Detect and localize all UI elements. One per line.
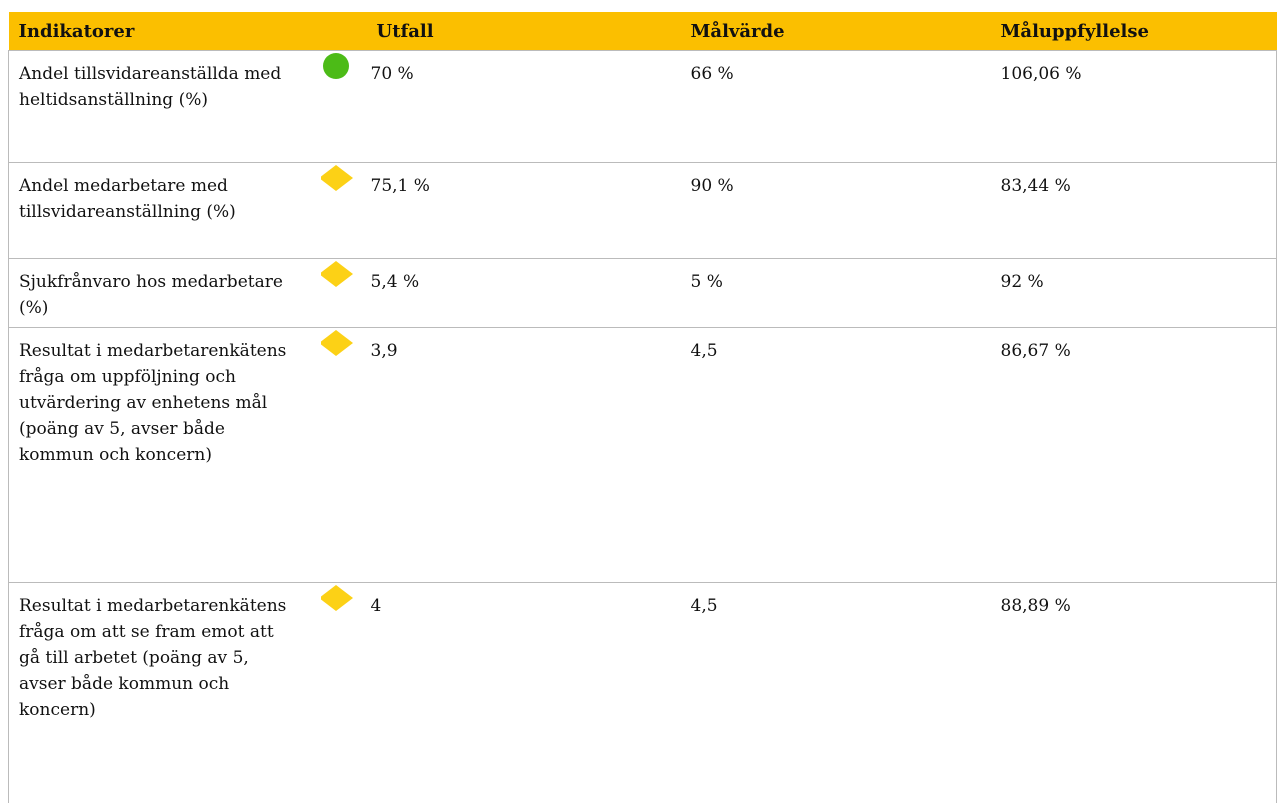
- utfall: 75,1 %: [370, 176, 430, 196]
- malvarde: 4,5: [680, 327, 991, 583]
- row: Sjukfrånvaro hos medarbetare (%) 5,4 % 5…: [8, 258, 1277, 328]
- status-green: [322, 53, 349, 79]
- header-cell: Indikatorer: [8, 12, 301, 51]
- header-cell: Utfall: [300, 12, 681, 51]
- cell: 4: [300, 582, 681, 803]
- cell: 5,4 %: [300, 258, 681, 328]
- status-yellow: [320, 261, 353, 287]
- utfall: 70 %: [370, 64, 414, 84]
- maluppfyllelse: 92 %: [990, 258, 1277, 328]
- status-yellow: [320, 585, 353, 611]
- utfall: 3,9: [370, 341, 398, 361]
- header-row: Indikatorer Utfall Målvärde Måluppfyllel…: [8, 12, 1277, 51]
- maluppfyllelse: 106,06 %: [990, 50, 1277, 163]
- malvarde: 5 %: [680, 258, 991, 328]
- cell: 70 %: [300, 50, 681, 163]
- row: Resultat i medarbetarenkätens fråga om u…: [8, 327, 1277, 583]
- malvarde: 4,5: [680, 582, 991, 803]
- row: Resultat i medarbetarenkätens fråga om a…: [8, 582, 1277, 803]
- cell: 3,9: [300, 327, 681, 583]
- indicator: Andel tillsvidareanställda med heltidsan…: [8, 50, 301, 163]
- malvarde: 66 %: [680, 50, 991, 163]
- utfall: 5,4 %: [370, 272, 420, 292]
- status-yellow: [320, 330, 353, 356]
- status-yellow: [320, 165, 353, 191]
- indicator: Resultat i medarbetarenkätens fråga om a…: [8, 582, 301, 803]
- indicator: Resultat i medarbetarenkätens fråga om u…: [8, 327, 301, 583]
- row: Andel medarbetare med tillsvidareanställ…: [8, 162, 1277, 259]
- indicator-table: Indikatorer Utfall Målvärde Måluppfyllel…: [8, 12, 1277, 803]
- cell: 75,1 %: [300, 162, 681, 259]
- indicator: Sjukfrånvaro hos medarbetare (%): [8, 258, 301, 328]
- row: Andel tillsvidareanställda med heltidsan…: [8, 50, 1277, 163]
- utfall: 4: [370, 596, 382, 616]
- header-cell: Måluppfyllelse: [990, 12, 1277, 51]
- maluppfyllelse: 88,89 %: [990, 582, 1277, 803]
- malvarde: 90 %: [680, 162, 991, 259]
- header-cell: Målvärde: [680, 12, 991, 51]
- indicator: Andel medarbetare med tillsvidareanställ…: [8, 162, 301, 259]
- maluppfyllelse: 86,67 %: [990, 327, 1277, 583]
- maluppfyllelse: 83,44 %: [990, 162, 1277, 259]
